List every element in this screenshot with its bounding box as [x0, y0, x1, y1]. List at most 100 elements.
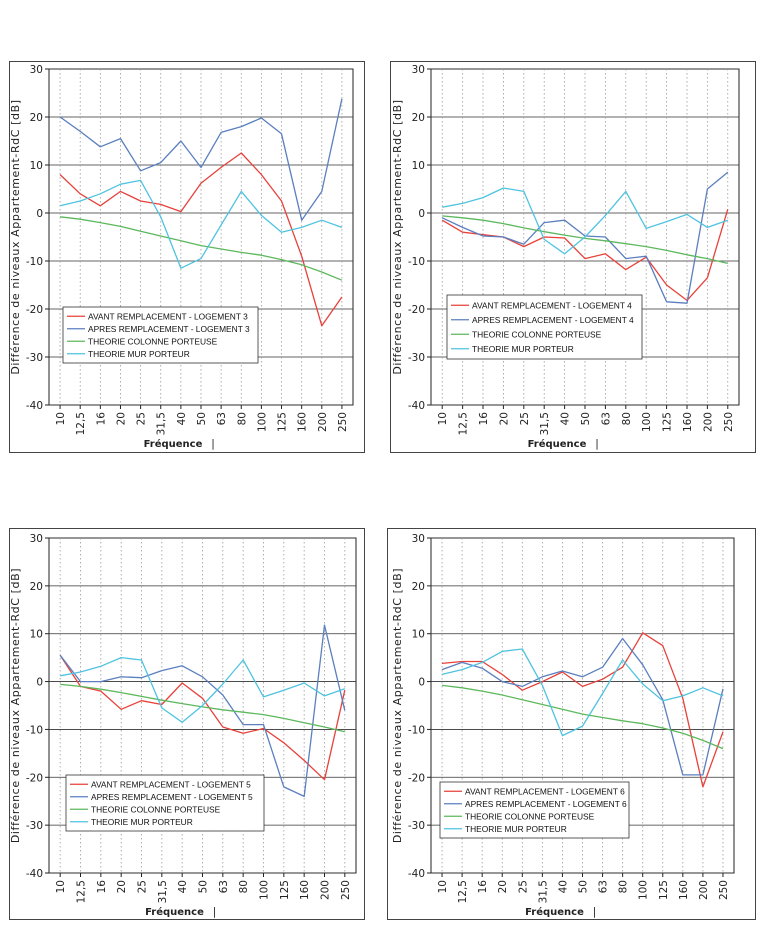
y-axis-title: Différence de niveaux Appartement-RdC [d… [391, 99, 404, 374]
x-tick-label: 10 [437, 412, 449, 425]
y-tick-label: 30 [412, 533, 425, 545]
y-tick-label: -30 [26, 820, 43, 832]
series-line-4 [59, 179, 343, 269]
series-line-3 [442, 215, 728, 265]
x-tick-label: 20 [116, 880, 128, 893]
legend-box [439, 781, 630, 839]
x-tick-label: 80 [621, 412, 633, 425]
x-tick-label: 63 [218, 880, 230, 893]
y-tick-label: -20 [26, 772, 43, 784]
x-tick-label: 160 [682, 412, 694, 432]
x-tick-label: 10 [55, 880, 67, 893]
legend-label: THEORIE COLONNE PORTEUSE [465, 811, 595, 821]
x-tick-label: 40 [176, 412, 188, 425]
series-line-2 [59, 624, 346, 798]
x-tick-label: 160 [297, 412, 309, 432]
x-tick-label: 20 [115, 412, 127, 425]
x-tick-label: 25 [137, 880, 149, 893]
x-axis-title: Fréquence [145, 906, 204, 918]
x-tick-label: 80 [238, 880, 250, 893]
x-tick-label: 40 [560, 412, 572, 425]
x-tick-label: 125 [658, 880, 670, 900]
x-tick-label: 100 [638, 880, 650, 900]
x-tick-label: 16 [478, 412, 490, 426]
series-line-2 [59, 98, 343, 221]
x-tick-label: 63 [600, 412, 612, 425]
y-tick-label: 20 [412, 112, 425, 124]
legend-label: APRES REMPLACEMENT - LOGEMENT 6 [465, 799, 627, 809]
y-tick-label: -40 [408, 868, 425, 880]
x-tick-label: 25 [136, 412, 148, 425]
y-tick-label: 20 [30, 112, 43, 124]
series-line-3 [60, 216, 343, 281]
series-line-3 [441, 684, 724, 750]
x-axis-title: Fréquence [144, 438, 203, 450]
x-tick-label: 200 [698, 880, 710, 900]
legend-label: THEORIE MUR PORTEUR [465, 824, 567, 834]
y-tick-label: -30 [408, 352, 425, 364]
legend-label: THEORIE COLONNE PORTEUSE [91, 804, 221, 814]
x-tick-label: 10 [55, 412, 67, 425]
x-tick-label: 50 [578, 880, 590, 893]
series-line-1 [441, 632, 724, 788]
x-tick-label: 12,5 [458, 412, 470, 435]
y-tick-label: 10 [30, 160, 43, 172]
legend-label: AVANT REMPLACEMENT - LOGEMENT 4 [472, 300, 632, 310]
x-tick-label: 250 [718, 880, 730, 900]
series-line-1 [59, 654, 346, 781]
y-tick-label: -30 [408, 820, 425, 832]
x-tick-label: 12,5 [76, 880, 88, 903]
x-tick-label: 250 [337, 412, 349, 432]
y-tick-label: 0 [418, 208, 425, 220]
x-tick-label: 25 [517, 880, 529, 893]
y-tick-label: -40 [408, 400, 425, 412]
y-tick-label: -20 [408, 304, 425, 316]
y-tick-label: -20 [408, 772, 425, 784]
x-tick-label: 125 [279, 880, 291, 900]
x-axis-unit: | [213, 906, 217, 918]
series-line-4 [441, 648, 724, 737]
x-axis-title: Fréquence [528, 438, 587, 450]
y-tick-label: 30 [30, 533, 43, 545]
x-tick-label: 31,5 [537, 880, 549, 903]
x-tick-label: 100 [256, 412, 268, 432]
x-tick-label: 200 [319, 880, 331, 900]
x-tick-label: 125 [662, 412, 674, 432]
y-tick-label: 0 [36, 677, 43, 689]
legend-label: AVANT REMPLACEMENT - LOGEMENT 3 [88, 311, 248, 321]
x-tick-label: 40 [177, 880, 189, 893]
y-tick-label: 10 [412, 629, 425, 641]
legend-label: THEORIE COLONNE PORTEUSE [472, 329, 602, 339]
x-tick-label: 31,5 [157, 880, 169, 903]
x-tick-label: 20 [497, 880, 509, 893]
legend-label: APRES REMPLACEMENT - LOGEMENT 5 [91, 792, 253, 802]
x-axis-unit: | [593, 906, 597, 918]
y-tick-label: -10 [26, 256, 43, 268]
x-tick-label: 16 [477, 880, 489, 894]
y-tick-label: 10 [412, 160, 425, 172]
x-tick-label: 40 [557, 880, 569, 893]
x-tick-label: 125 [277, 412, 289, 432]
x-tick-label: 12,5 [457, 880, 469, 903]
x-tick-label: 20 [498, 412, 510, 425]
x-tick-label: 12,5 [75, 412, 87, 435]
x-tick-label: 250 [340, 880, 352, 900]
series-line-2 [441, 637, 724, 776]
legend-box [65, 774, 265, 832]
chart-panel-logement-3 [9, 61, 365, 453]
series-line-1 [59, 152, 343, 327]
x-tick-label: 50 [196, 412, 208, 425]
chart-3: -40 -30 -20 -10 0 10 20 30 10 12,5 16 20 25 31,5 40 50 6… [9, 533, 357, 918]
y-tick-label: -10 [26, 724, 43, 736]
series-line-3 [60, 683, 345, 733]
y-tick-label: 30 [30, 64, 43, 76]
chart-panel-logement-6 [387, 528, 756, 920]
x-tick-label: 200 [702, 412, 714, 432]
x-tick-label: 50 [198, 880, 210, 893]
legend-label: APRES REMPLACEMENT - LOGEMENT 4 [472, 315, 634, 325]
x-tick-label: 250 [723, 412, 735, 432]
y-tick-label: 0 [36, 208, 43, 220]
series-line-4 [442, 187, 729, 255]
chart-panel-logement-5 [9, 528, 365, 920]
